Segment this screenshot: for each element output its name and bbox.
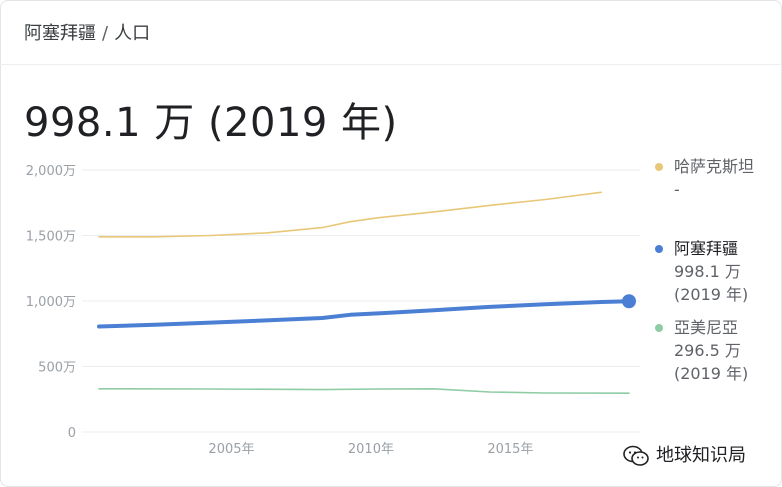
legend-item-0[interactable]: 哈萨克斯坦 - bbox=[655, 157, 754, 199]
y-tick-label: 2,000万 bbox=[26, 164, 76, 179]
y-axis-ticks: 0 500万 1,000万 1,500万 2,000万 bbox=[26, 164, 76, 441]
breadcrumb-country[interactable]: 阿塞拜疆 bbox=[24, 23, 96, 44]
chart-legend: 哈萨克斯坦 - 阿塞拜疆 998.1 万 (2019 年) 亞美尼亞 296.5 万 (201… bbox=[655, 157, 754, 383]
breadcrumb-topic: 人口 bbox=[114, 23, 151, 44]
series-line-1 bbox=[97, 299, 631, 329]
watermark: 地球知识局 bbox=[622, 441, 746, 467]
x-tick-label: 2005年 bbox=[208, 442, 254, 457]
chart-series bbox=[97, 191, 636, 394]
chart-grid bbox=[82, 169, 640, 433]
x-tick-label: 2015年 bbox=[487, 442, 533, 457]
x-axis-ticks: 2005年 2010年 2015年 bbox=[208, 442, 533, 457]
series-line-2 bbox=[98, 388, 630, 394]
legend-dot bbox=[655, 163, 663, 171]
x-tick-label: 2010年 bbox=[348, 442, 394, 457]
wechat-icon bbox=[623, 445, 649, 466]
series-endpoint-marker bbox=[622, 294, 636, 309]
y-tick-label: 1,500万 bbox=[26, 230, 76, 245]
legend-dot bbox=[655, 245, 663, 253]
legend-series-year: (2019 年) bbox=[674, 285, 748, 304]
population-headline: 998.1 万 (2019 年) bbox=[24, 100, 398, 146]
legend-dot bbox=[655, 324, 663, 332]
legend-item-2[interactable]: 亞美尼亞 296.5 万 (2019 年) bbox=[655, 318, 748, 383]
breadcrumb-separator: / bbox=[102, 23, 109, 44]
legend-series-year: (2019 年) bbox=[674, 364, 748, 383]
y-tick-label: 500万 bbox=[38, 361, 76, 376]
breadcrumb: 阿塞拜疆 / 人口 bbox=[24, 19, 150, 45]
watermark-text: 地球知识局 bbox=[656, 445, 746, 466]
y-tick-label: 0 bbox=[68, 426, 76, 441]
legend-series-name: 哈萨克斯坦 bbox=[674, 157, 754, 176]
header-divider bbox=[0, 64, 782, 65]
legend-series-name: 亞美尼亞 bbox=[674, 318, 738, 337]
legend-series-name: 阿塞拜疆 bbox=[674, 239, 738, 258]
legend-series-value: 998.1 万 bbox=[674, 262, 741, 281]
legend-series-value: - bbox=[674, 180, 680, 199]
legend-item-1[interactable]: 阿塞拜疆 998.1 万 (2019 年) bbox=[655, 239, 748, 304]
series-line-0 bbox=[98, 191, 602, 238]
legend-series-value: 296.5 万 bbox=[674, 341, 741, 360]
y-tick-label: 1,000万 bbox=[26, 295, 76, 310]
